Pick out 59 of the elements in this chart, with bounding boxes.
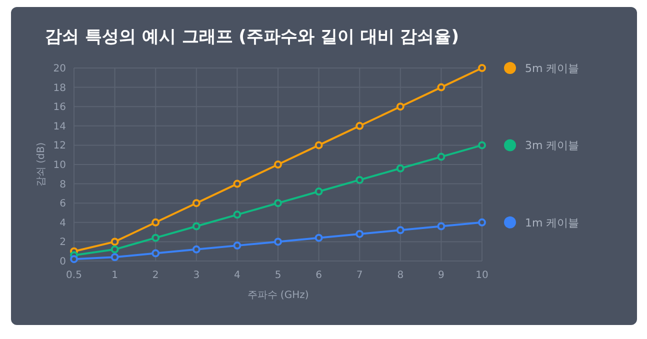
x-tick-label: 3 bbox=[193, 270, 200, 281]
point bbox=[192, 222, 200, 230]
legend-label: 3m 케이블 bbox=[525, 139, 580, 152]
x-tick-label: 1 bbox=[112, 270, 118, 281]
point bbox=[152, 249, 160, 258]
legend-label: 1m 케이블 bbox=[525, 216, 580, 230]
legend-label: 5m 케이블 bbox=[525, 62, 580, 75]
y-tick-label: 8 bbox=[60, 179, 66, 190]
y-tick-label: 18 bbox=[53, 82, 66, 94]
point bbox=[274, 199, 282, 208]
y-tick-label: 4 bbox=[60, 218, 66, 229]
y-tick-label: 12 bbox=[53, 140, 66, 152]
y-axis-title: 감쇠 (dB) bbox=[36, 142, 47, 187]
point bbox=[192, 245, 200, 254]
x-tick-label: 0.5 bbox=[66, 270, 82, 281]
y-tick-label: 10 bbox=[53, 160, 66, 171]
point bbox=[396, 102, 404, 111]
y-tick-label: 2 bbox=[60, 237, 66, 248]
point bbox=[110, 253, 119, 262]
x-tick-label: 9 bbox=[438, 270, 444, 281]
chart-title: 감쇠 특성의 예시 그래프 (주파수와 길이 대비 감쇠율) bbox=[45, 27, 459, 47]
point bbox=[233, 242, 242, 250]
point bbox=[356, 230, 364, 238]
point bbox=[478, 64, 486, 72]
point bbox=[478, 218, 486, 226]
point bbox=[152, 234, 160, 242]
point bbox=[110, 245, 119, 254]
x-tick-label: 5 bbox=[274, 270, 282, 281]
y-tick-label: 20 bbox=[53, 64, 66, 74]
x-tick-label: 4 bbox=[234, 270, 240, 281]
point bbox=[152, 218, 160, 226]
point bbox=[478, 141, 486, 150]
point bbox=[356, 122, 364, 130]
point bbox=[314, 188, 323, 196]
point bbox=[314, 234, 323, 242]
y-tick-label: 6 bbox=[60, 198, 66, 210]
point bbox=[192, 199, 200, 208]
point bbox=[396, 164, 404, 172]
x-tick-label: 2 bbox=[152, 270, 159, 281]
x-tick-label: 8 bbox=[397, 270, 404, 281]
point bbox=[233, 180, 242, 188]
point bbox=[314, 141, 323, 150]
point bbox=[110, 238, 119, 246]
point bbox=[70, 255, 78, 264]
point bbox=[396, 226, 404, 234]
point bbox=[356, 176, 364, 184]
x-tick-label: 7 bbox=[356, 270, 363, 281]
y-tick-label: 16 bbox=[53, 102, 66, 114]
point bbox=[437, 222, 446, 230]
point bbox=[437, 83, 446, 92]
point bbox=[437, 152, 446, 161]
y-tick-label: 0 bbox=[60, 256, 66, 268]
point bbox=[274, 160, 282, 168]
point bbox=[274, 238, 282, 246]
x-tick-label: 10 bbox=[476, 270, 488, 281]
point bbox=[233, 210, 242, 219]
x-tick-label: 6 bbox=[316, 270, 322, 281]
x-axis-title: 주파수 (GHz) bbox=[247, 290, 309, 301]
y-tick-label: 14 bbox=[53, 121, 66, 132]
